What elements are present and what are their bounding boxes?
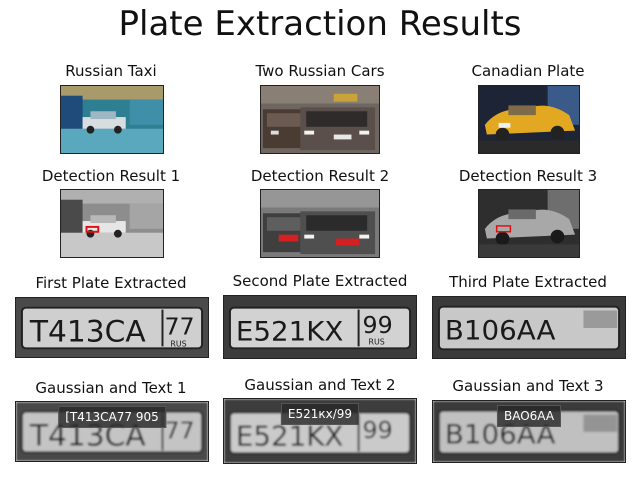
- caption-gaussian-and-text-1: Gaussian and Text 1: [35, 379, 187, 397]
- gaussian-1-region: 77: [164, 417, 194, 445]
- ocr-text-3: BAO6AA: [496, 405, 562, 427]
- caption-first-plate-extracted: First Plate Extracted: [35, 274, 187, 292]
- gaussian-image-2: E521KX 99 E521кх/99: [223, 398, 417, 464]
- image-canadian-plate: [478, 85, 580, 154]
- caption-second-plate-extracted: Second Plate Extracted: [232, 272, 408, 290]
- caption-gaussian-and-text-2: Gaussian and Text 2: [244, 376, 396, 394]
- image-russian-taxi: [60, 85, 164, 154]
- plate-image-2: E521KX 99 RUS: [223, 295, 417, 359]
- plate-image-3: B106AA: [432, 296, 626, 359]
- plate-2-number: E521KX: [236, 317, 344, 348]
- gaussian-image-3: B106AA BAO6AA: [432, 400, 626, 463]
- gaussian-2-region: 99: [363, 416, 393, 444]
- caption-third-plate-extracted: Third Plate Extracted: [449, 273, 607, 291]
- image-detection-result-1: [60, 189, 164, 258]
- ocr-text-2: E521кх/99: [280, 403, 360, 425]
- plate-1-number: T413CA: [29, 315, 146, 349]
- caption-canadian-plate: Canadian Plate: [471, 62, 585, 80]
- caption-two-russian-cars: Two Russian Cars: [255, 62, 385, 80]
- plate-image-1: T413CA 77 RUS: [15, 297, 209, 358]
- image-detection-result-2: [260, 189, 380, 258]
- image-two-russian-cars: [260, 85, 380, 154]
- caption-detection-result-1: Detection Result 1: [41, 167, 181, 185]
- gaussian-image-1: T413CA 77 [T413CA77 905: [15, 401, 209, 462]
- caption-detection-result-3: Detection Result 3: [458, 167, 598, 185]
- plate-1-rus: RUS: [170, 339, 186, 348]
- gaussian-2-number: E521KX: [236, 422, 344, 453]
- figure-title: Plate Extraction Results: [118, 4, 522, 44]
- plate-1-region: 77: [164, 313, 194, 341]
- plate-2-rus: RUS: [368, 338, 384, 347]
- caption-russian-taxi: Russian Taxi: [65, 62, 157, 80]
- ocr-text-1: [T413CA77 905: [58, 406, 166, 428]
- plate-3-number: B106AA: [445, 316, 556, 347]
- caption-gaussian-and-text-3: Gaussian and Text 3: [452, 377, 604, 395]
- image-detection-result-3: [478, 189, 580, 258]
- caption-detection-result-2: Detection Result 2: [250, 167, 390, 185]
- plate-2-region: 99: [363, 311, 393, 339]
